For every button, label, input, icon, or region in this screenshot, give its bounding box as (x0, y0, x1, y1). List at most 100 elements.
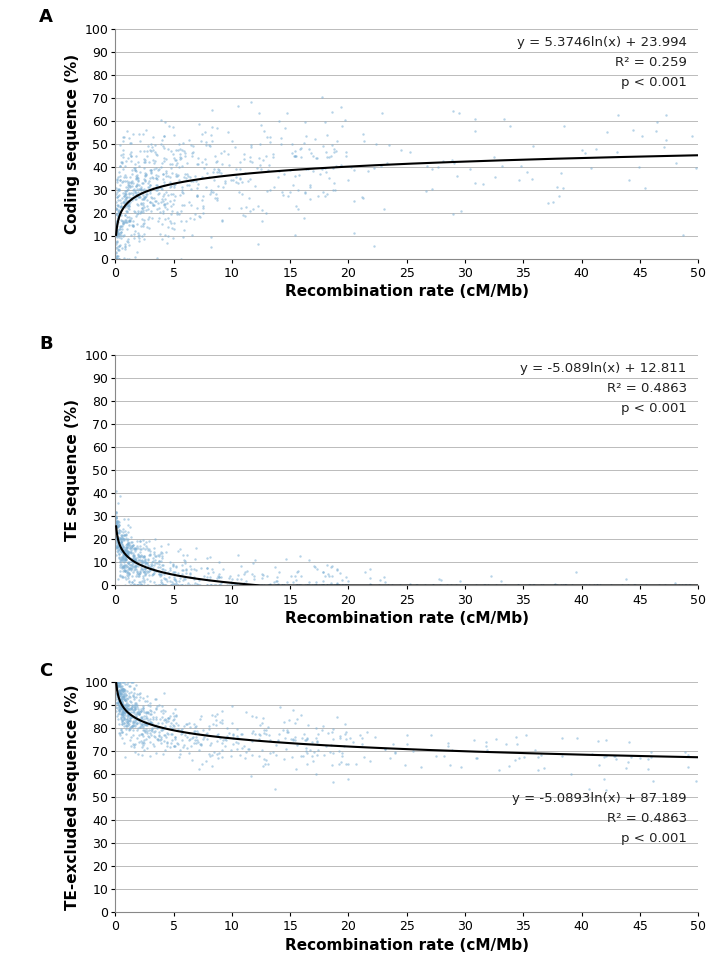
Point (132, 155, 144, 170)
Point (276, 578, 288, 593)
Point (139, 555, 150, 570)
Point (142, 211, 153, 227)
Point (120, 722, 132, 737)
Point (115, 544, 127, 560)
Point (178, 222, 189, 237)
Point (110, 516, 122, 531)
Point (155, 560, 166, 575)
Point (150, 137, 161, 153)
Point (110, 674, 122, 689)
Point (342, 578, 354, 593)
Point (130, 718, 141, 733)
Point (261, 183, 272, 199)
Point (133, 188, 145, 204)
Point (114, 702, 125, 717)
Point (135, 541, 146, 557)
Point (135, 143, 146, 158)
Point (126, 674, 138, 689)
Point (683, 578, 695, 593)
Point (124, 710, 135, 726)
Point (139, 190, 150, 205)
Point (246, 725, 258, 740)
Point (170, 715, 181, 731)
Point (310, 731, 322, 746)
Point (166, 578, 177, 593)
Point (318, 578, 330, 593)
Point (132, 578, 143, 593)
Point (144, 707, 156, 722)
Point (125, 147, 136, 162)
Point (113, 693, 125, 708)
Point (143, 180, 155, 195)
Point (321, 150, 333, 165)
Point (213, 554, 225, 569)
Point (342, 173, 354, 188)
Point (239, 750, 251, 765)
Point (302, 578, 313, 593)
Point (122, 532, 134, 547)
Point (171, 205, 182, 221)
Point (145, 557, 156, 572)
Point (115, 225, 127, 240)
Point (112, 686, 124, 702)
Point (179, 148, 190, 163)
Point (193, 725, 204, 740)
Point (185, 732, 197, 747)
Point (490, 732, 502, 747)
Point (162, 710, 174, 726)
Point (115, 199, 127, 214)
Point (153, 566, 165, 582)
Point (330, 158, 341, 174)
Point (180, 562, 192, 577)
Point (111, 699, 122, 714)
Point (651, 114, 662, 130)
Point (560, 578, 572, 593)
Point (247, 202, 258, 217)
Point (235, 559, 246, 574)
Point (120, 204, 131, 219)
Point (114, 684, 125, 700)
Point (218, 143, 230, 158)
Point (528, 578, 539, 593)
Point (166, 165, 177, 180)
Point (625, 749, 636, 764)
Point (129, 191, 140, 206)
Point (341, 724, 352, 739)
Point (120, 167, 131, 182)
Point (128, 578, 140, 593)
Point (114, 697, 126, 712)
Point (332, 562, 343, 577)
Point (333, 756, 345, 772)
Point (133, 227, 145, 242)
Point (302, 161, 313, 177)
Point (139, 172, 150, 187)
Point (126, 562, 138, 577)
Point (222, 147, 233, 162)
Point (326, 137, 338, 153)
Point (235, 172, 246, 187)
Point (134, 549, 145, 564)
Point (122, 252, 133, 267)
Point (112, 532, 123, 547)
Point (117, 707, 129, 722)
Point (122, 517, 133, 533)
Point (238, 575, 250, 590)
Point (124, 194, 135, 209)
Point (110, 529, 122, 544)
Point (211, 164, 222, 180)
Point (113, 537, 125, 552)
Point (233, 184, 245, 200)
Point (682, 747, 693, 762)
Point (141, 726, 153, 741)
Point (117, 132, 129, 148)
Point (118, 560, 130, 575)
Point (110, 540, 122, 556)
Point (315, 578, 327, 593)
Point (220, 738, 231, 754)
Point (215, 714, 226, 730)
Point (112, 202, 123, 217)
Point (121, 546, 132, 562)
Point (217, 732, 228, 748)
Point (138, 577, 150, 592)
Point (202, 565, 214, 581)
